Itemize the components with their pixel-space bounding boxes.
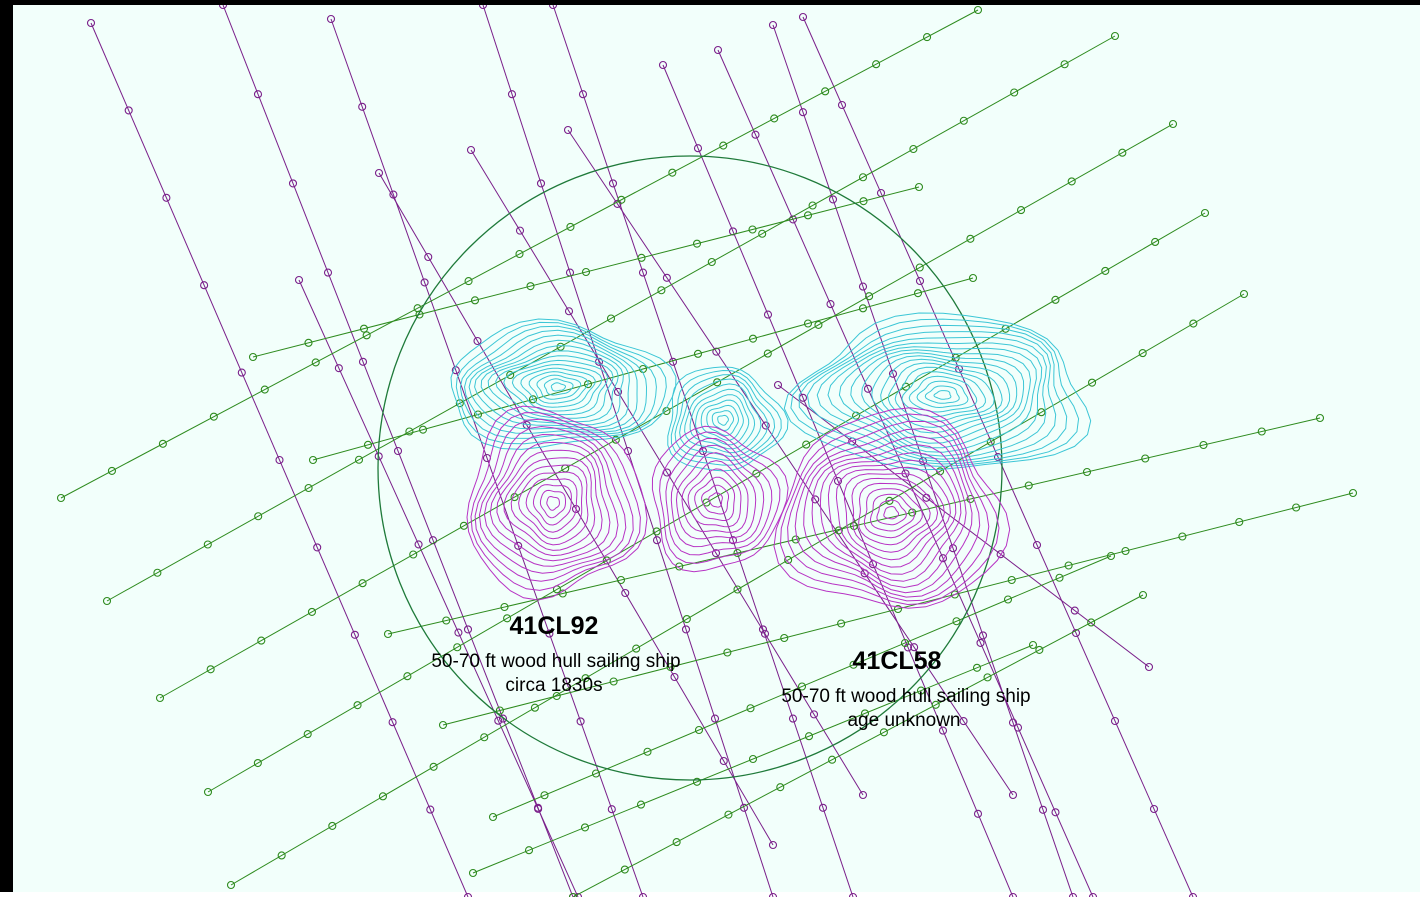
survey-line-nw-se (663, 65, 1013, 897)
positive-anomaly-contour (774, 408, 1010, 609)
positive-anomaly-contour (795, 429, 980, 597)
site-description: 50-70 ft wood hull sailing ship (431, 651, 680, 672)
site-date: age unknown (847, 710, 960, 731)
negative-anomaly-contour (902, 372, 985, 417)
positive-anomaly-contour (660, 432, 780, 563)
survey-line-sw-ne (208, 213, 1205, 792)
survey-line-nw-se (773, 25, 1073, 897)
survey-line-nw-se (299, 280, 578, 897)
magnetic-anomaly-contours (451, 313, 1091, 608)
site-id: 41CL58 (853, 647, 942, 675)
map-canvas: 41CL92 50-70 ft wood hull sailing ship c… (13, 5, 1420, 897)
positive-anomaly-contour (788, 421, 989, 601)
negative-anomaly-contour (690, 389, 755, 449)
negative-anomaly-contour (791, 319, 1079, 466)
site-date: circa 1830s (505, 675, 602, 696)
survey-line-nw-se (803, 17, 1193, 897)
negative-anomaly-contour (881, 359, 1010, 433)
site-label-41cl58: 41CL58 50-70 ft wood hull sailing ship a… (781, 647, 1030, 731)
site-description: 50-70 ft wood hull sailing ship (781, 686, 1030, 707)
negative-anomaly-contour (551, 383, 565, 391)
survey-line-sw-ne (160, 124, 1173, 698)
positive-anomaly-contour (547, 497, 560, 511)
negative-anomaly-contour (718, 415, 729, 425)
positive-anomaly-contour (540, 490, 565, 517)
site-id: 41CL92 (510, 612, 599, 640)
negative-anomaly-contour (521, 368, 595, 407)
negative-anomaly-contour (925, 386, 959, 403)
survey-line-nw-se (91, 23, 468, 897)
negative-anomaly-contour (934, 391, 951, 400)
negative-anomaly-contour (537, 375, 581, 399)
